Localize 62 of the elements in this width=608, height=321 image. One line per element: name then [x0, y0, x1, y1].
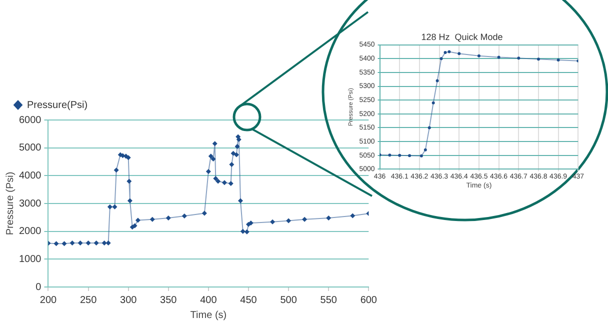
point [216, 178, 220, 184]
point [70, 240, 75, 246]
point [114, 168, 119, 172]
point [229, 162, 234, 167]
point [182, 214, 187, 218]
y-tick-label: 0 [36, 282, 42, 293]
point [150, 217, 155, 222]
point [234, 152, 239, 158]
point [94, 240, 99, 246]
y-tick-label: 1000 [18, 254, 42, 265]
y-tick-label: 2000 [18, 226, 42, 238]
y-tick-label: 4000 [18, 170, 42, 182]
x-tick-label: 550 [320, 294, 338, 306]
x-axis-title: Time (s) [190, 310, 227, 321]
point [126, 155, 131, 160]
point [128, 198, 132, 204]
legend-label: Pressure(Psi) [27, 100, 88, 111]
point [244, 230, 250, 234]
point [202, 210, 207, 216]
point [126, 178, 132, 184]
x-tick-label: 400 [200, 294, 218, 306]
x-tick-label: 350 [160, 294, 178, 306]
point [213, 176, 218, 181]
point [302, 217, 307, 222]
y-tick-label: 5000 [18, 142, 42, 154]
point [234, 144, 240, 149]
point [86, 240, 91, 246]
point [248, 220, 254, 226]
point [132, 223, 138, 228]
x-tick-label: 500 [280, 294, 298, 306]
point [286, 218, 291, 224]
point [212, 141, 218, 146]
point [136, 218, 140, 222]
x-tick-label: 450 [240, 294, 258, 306]
y-axis-title: Pressure (Psi) [4, 172, 16, 236]
x-tick-label: 300 [120, 294, 138, 306]
point [78, 240, 83, 246]
x-tick-label: 200 [40, 294, 58, 306]
point [238, 198, 243, 204]
x-tick-label: 600 [360, 294, 378, 306]
point [270, 220, 275, 224]
y-tick-label: 6000 [18, 114, 42, 126]
point [350, 213, 355, 218]
point [106, 240, 111, 246]
point [208, 154, 214, 158]
point [166, 216, 171, 220]
x-tick-label: 250 [80, 294, 98, 306]
point [326, 216, 331, 220]
point [240, 229, 246, 234]
chart-title: 128 Hz Quick Mode [421, 32, 503, 42]
point [54, 241, 59, 246]
point [230, 151, 236, 156]
point [206, 169, 211, 174]
point [228, 181, 234, 186]
point [62, 241, 67, 246]
point [108, 204, 112, 210]
point [236, 137, 242, 142]
point [112, 204, 118, 210]
point [210, 156, 216, 162]
point [222, 180, 227, 185]
y-tick-label: 3000 [18, 198, 42, 210]
point [102, 240, 107, 246]
